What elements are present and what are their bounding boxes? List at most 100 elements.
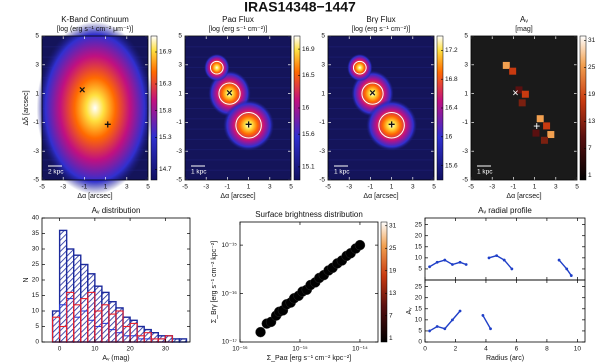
image-panel: ×+ bbox=[328, 36, 434, 180]
colorbar-tick-label: 25 bbox=[588, 64, 596, 71]
y-tick-label: -1 bbox=[319, 119, 325, 126]
nucleus-marker: + bbox=[245, 117, 252, 131]
y-axis-label: Δδ [arcsec] bbox=[23, 90, 30, 125]
profile-point bbox=[489, 327, 492, 331]
nucleus-marker: × bbox=[79, 85, 85, 97]
x-tick-label: 10⁻¹⁵ bbox=[292, 346, 308, 353]
profile-point bbox=[458, 309, 462, 313]
y-tick-label: 25 bbox=[32, 261, 40, 268]
x-axis-label: Σ_Paα [erg s⁻¹ cm⁻² kpc⁻²] bbox=[267, 355, 351, 362]
y-tick-label: -3 bbox=[462, 148, 468, 155]
image-pixel bbox=[547, 131, 555, 139]
histogram-bar bbox=[150, 332, 159, 343]
scale-bar-label: 1 kpc bbox=[191, 169, 207, 176]
y-tick-label: 30 bbox=[32, 246, 40, 253]
histogram-bar bbox=[122, 316, 131, 343]
histogram-bar bbox=[101, 291, 110, 343]
plot-frame bbox=[327, 35, 435, 181]
x-tick-label: 10⁻¹⁶ bbox=[232, 346, 248, 353]
noise-stripe bbox=[328, 149, 434, 151]
noise-stripe bbox=[185, 169, 291, 171]
panel-title: Surface brightness distribution bbox=[255, 210, 363, 219]
panel-title: K-Band Continuum bbox=[61, 15, 129, 24]
y-tick-label: -1 bbox=[176, 119, 182, 126]
x-tick-label: 2 bbox=[454, 346, 458, 353]
plot-frame bbox=[470, 35, 578, 181]
x-tick-label: -1 bbox=[225, 184, 231, 191]
histogram-bar bbox=[73, 254, 82, 343]
y-tick-label: 25 bbox=[415, 221, 423, 228]
profile-point bbox=[569, 274, 573, 277]
profile-point bbox=[428, 329, 431, 333]
y-tick-label: 5 bbox=[35, 323, 39, 330]
x-tick-label: 10 bbox=[574, 346, 582, 353]
emission-blob bbox=[223, 99, 275, 151]
x-tick-label: 0 bbox=[58, 346, 62, 353]
x-tick-label: -5 bbox=[468, 184, 474, 191]
histogram-bar bbox=[80, 263, 89, 343]
y-axis-label: N bbox=[23, 277, 30, 282]
histogram-bar bbox=[58, 229, 68, 343]
x-tick-label: -5 bbox=[39, 184, 45, 191]
profile-point bbox=[502, 258, 506, 262]
colorbar-tick-label: 25 bbox=[389, 245, 397, 252]
nucleus-marker: × bbox=[512, 88, 518, 100]
y-tick-label: 3 bbox=[321, 62, 325, 69]
contour bbox=[235, 112, 262, 139]
nucleus-marker: + bbox=[533, 119, 540, 133]
panel-subtitle: [log (erg s⁻¹ cm⁻²)] bbox=[209, 26, 268, 33]
y-tick-label: -1 bbox=[462, 119, 468, 126]
y-tick-label: 3 bbox=[464, 62, 468, 69]
y-tick-label: 0 bbox=[418, 339, 422, 346]
panel-subtitle: [mag] bbox=[515, 26, 533, 33]
nucleus-marker: × bbox=[369, 88, 375, 100]
nucleus-marker: × bbox=[226, 88, 232, 100]
noise-stripe bbox=[185, 149, 291, 151]
plot-frame bbox=[239, 221, 379, 343]
panel-title: Brγ Flux bbox=[366, 15, 395, 24]
y-tick-label: 1 bbox=[35, 90, 39, 97]
y-tick-label: -5 bbox=[319, 177, 325, 184]
colorbar-tick-label: 13 bbox=[588, 118, 596, 125]
colorbar-tick-label: 16.4 bbox=[445, 105, 458, 112]
colorbar-tick-label: 31 bbox=[588, 37, 596, 44]
x-tick-label: 10⁻¹⁴ bbox=[352, 346, 368, 353]
noise-stripe bbox=[328, 56, 434, 58]
profile-line bbox=[558, 259, 572, 276]
image-panel: ×+ bbox=[471, 36, 577, 180]
colorbar-tick-label: 15.6 bbox=[302, 131, 315, 138]
x-tick-label: 1 bbox=[390, 184, 394, 191]
x-axis-label: Δα [arcsec] bbox=[363, 193, 398, 200]
panel-subtitle: [log (erg s⁻¹ cm⁻²)] bbox=[352, 26, 411, 33]
figure-title: IRAS14348−1447 bbox=[244, 0, 356, 15]
y-tick-label: 15 bbox=[415, 306, 423, 313]
profile-point bbox=[510, 267, 514, 271]
colorbar-tick-label: 15.8 bbox=[159, 107, 172, 114]
y-tick-label: 10⁻¹⁵ bbox=[221, 242, 237, 249]
y-tick-label: 5 bbox=[321, 33, 325, 40]
y-tick-label: 3 bbox=[178, 62, 182, 69]
colorbar-tick-label: 15.1 bbox=[302, 164, 315, 171]
noise-stripe bbox=[185, 159, 291, 161]
image-pixel bbox=[515, 86, 523, 94]
image-background bbox=[471, 36, 577, 180]
y-tick-label: 10 bbox=[415, 255, 423, 262]
x-tick-label: -1 bbox=[82, 184, 88, 191]
y-tick-label: 35 bbox=[32, 230, 40, 237]
profile-point bbox=[435, 325, 439, 328]
colorbar bbox=[150, 35, 158, 181]
emission-blob bbox=[366, 99, 418, 151]
panel-title: Aᵥ distribution bbox=[92, 206, 141, 215]
panel-title: Aᵥ bbox=[520, 15, 528, 24]
x-tick-label: 3 bbox=[411, 184, 415, 191]
x-axis-label: Δα [arcsec] bbox=[220, 193, 255, 200]
colorbar-tick-label: 31 bbox=[389, 222, 397, 229]
y-tick-label: 5 bbox=[464, 33, 468, 40]
nucleus-marker: + bbox=[388, 117, 395, 131]
colorbar-tick-label: 16.9 bbox=[159, 49, 172, 56]
panel-title: Paα Flux bbox=[222, 15, 254, 24]
y-tick-label: -3 bbox=[176, 148, 182, 155]
colorbar-tick-label: 17.2 bbox=[445, 47, 458, 54]
histogram-bar bbox=[65, 248, 75, 343]
histogram-bar bbox=[115, 307, 124, 343]
